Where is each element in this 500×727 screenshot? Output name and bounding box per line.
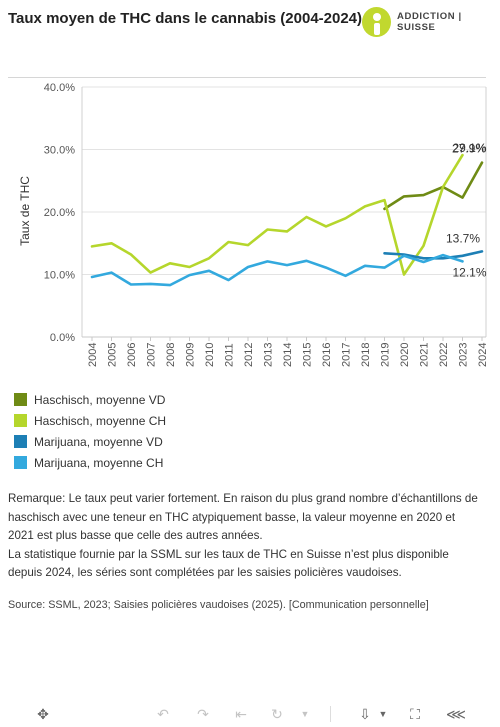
x-tick-label: 2020	[399, 343, 411, 367]
x-tick-label: 2022	[438, 343, 450, 367]
toolbar: ✥ ↶ ↷ ⇤ ↻ ▼ ⇩ ▼ ⛶ ⋘	[0, 700, 500, 727]
x-tick-label: 2017	[341, 343, 353, 367]
x-tick-label: 2009	[185, 343, 197, 367]
x-tick-label: 2016	[321, 343, 333, 367]
logo-text: ADDICTION | SUISSE	[397, 11, 462, 33]
fullscreen-icon[interactable]: ⛶	[410, 706, 420, 722]
x-tick-label: 2006	[126, 343, 138, 367]
data-label: 12.1%	[453, 265, 487, 279]
y-tick-label: 0.0%	[50, 332, 75, 344]
legend-label: Haschisch, moyenne VD	[34, 392, 166, 407]
x-tick-label: 2014	[282, 343, 294, 367]
data-label: 29.1%	[453, 141, 487, 155]
download-icon[interactable]: ⇩	[359, 706, 371, 722]
remark-paragraph-1: Remarque: Le taux peut varier fortement.…	[8, 492, 478, 542]
y-axis-label: Taux de THC	[18, 176, 32, 246]
chevron-down-icon[interactable]: ▼	[378, 709, 388, 719]
series-line-hasch_vd[interactable]	[383, 161, 484, 211]
undo-icon[interactable]: ↶	[157, 706, 169, 722]
redo-icon[interactable]: ↷	[197, 706, 209, 722]
legend-item-mari-vd[interactable]: Marijuana, moyenne VD	[14, 431, 166, 452]
logo-mark-icon	[362, 7, 392, 37]
chevron-down-icon[interactable]: ▼	[300, 709, 310, 719]
y-tick-label: 40.0%	[44, 82, 75, 94]
y-tick-label: 20.0%	[44, 207, 75, 219]
legend-item-hasch-ch[interactable]: Haschisch, moyenne CH	[14, 410, 166, 431]
legend-swatch	[14, 414, 27, 427]
chart-title: Taux moyen de THC dans le cannabis (2004…	[8, 10, 363, 27]
x-tick-label: 2015	[302, 343, 314, 367]
x-tick-label: 2018	[360, 343, 372, 367]
x-tick-label: 2013	[263, 343, 275, 367]
data-label: 27.9%	[452, 142, 486, 156]
legend-item-mari-ch[interactable]: Marijuana, moyenne CH	[14, 452, 166, 473]
x-tick-label: 2005	[107, 343, 119, 367]
reset-icon[interactable]: ↻	[271, 706, 283, 722]
x-tick-label: 2012	[243, 343, 255, 367]
y-tick-label: 10.0%	[44, 270, 75, 282]
addiction-suisse-logo: ADDICTION | SUISSE	[362, 7, 500, 37]
legend-swatch	[14, 456, 27, 469]
x-tick-label: 2010	[204, 343, 216, 367]
legend-swatch	[14, 435, 27, 448]
legend: Haschisch, moyenne VD Haschisch, moyenne…	[14, 389, 166, 473]
data-label: 13.7%	[446, 231, 480, 245]
series-line-hasch_ch[interactable]	[90, 153, 464, 276]
x-tick-label: 2011	[224, 343, 236, 367]
series-line-mari_ch[interactable]	[90, 253, 464, 287]
share-icon[interactable]: ⋘	[446, 706, 466, 722]
legend-label: Marijuana, moyenne VD	[34, 434, 163, 449]
revert-icon[interactable]: ⇤	[235, 706, 247, 722]
header-divider	[8, 77, 486, 78]
legend-item-hasch-vd[interactable]: Haschisch, moyenne VD	[14, 389, 166, 410]
x-tick-label: 2004	[87, 343, 99, 367]
x-tick-label: 2007	[146, 343, 158, 367]
legend-swatch	[14, 393, 27, 406]
line-chart: 0.0% 10.0% 20.0% 30.0% 40.0% 2004 2005 2006 200…	[18, 82, 489, 367]
x-tick-label: 2021	[419, 343, 431, 367]
x-tick-label: 2024	[477, 343, 489, 367]
source-text: Source: SSML, 2023; Saisies policières v…	[8, 599, 429, 611]
x-tick-label: 2019	[380, 343, 392, 367]
y-tick-label: 30.0%	[44, 145, 75, 157]
remark-text: Remarque: Le taux peut varier fortement.…	[8, 490, 478, 583]
remark-paragraph-2: La statistique fournie par la SSML sur l…	[8, 547, 449, 580]
x-tick-label: 2023	[458, 343, 470, 367]
legend-label: Marijuana, moyenne CH	[34, 455, 164, 470]
x-tick-label: 2008	[165, 343, 177, 367]
legend-label: Haschisch, moyenne CH	[34, 413, 167, 428]
move-icon[interactable]: ✥	[37, 706, 49, 722]
